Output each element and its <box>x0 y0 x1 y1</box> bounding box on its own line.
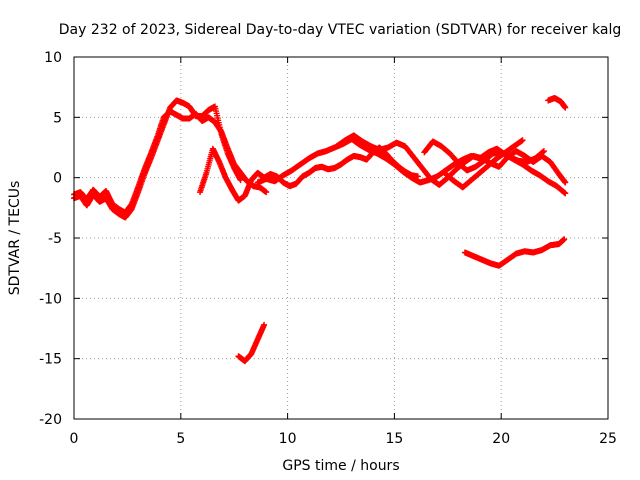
data-point <box>562 104 569 111</box>
data-point <box>261 321 268 328</box>
x-tick-label: 0 <box>70 431 79 447</box>
data-point <box>562 190 569 197</box>
y-tick-label: 5 <box>53 110 62 126</box>
y-tick-label: -10 <box>39 291 62 307</box>
grid-lines <box>74 57 608 419</box>
data-point <box>519 137 526 144</box>
y-tick-label: 10 <box>44 50 62 66</box>
x-axis-label: GPS time / hours <box>282 458 399 474</box>
axis-ticks <box>73 56 609 420</box>
data-point <box>562 179 569 186</box>
series-arc-2 <box>71 97 244 221</box>
data-series <box>71 95 569 365</box>
x-tick-label: 25 <box>599 431 617 447</box>
data-point <box>561 236 568 243</box>
data-point <box>263 189 270 196</box>
chart-title: Day 232 of 2023, Sidereal Day-to-day VTE… <box>59 22 621 38</box>
x-tick-label: 5 <box>176 431 185 447</box>
series-arc-4 <box>254 136 569 197</box>
x-tick-label: 20 <box>492 431 510 447</box>
series-arc-8 <box>461 236 568 269</box>
data-point <box>237 177 244 184</box>
series-arc-5 <box>333 132 569 188</box>
x-tick-label: 10 <box>279 431 297 447</box>
series-arc-7 <box>442 137 526 191</box>
y-tick-label: -20 <box>39 412 62 428</box>
x-tick-labels: 0 5 10 15 20 25 <box>70 431 617 447</box>
y-tick-label: 0 <box>53 171 62 187</box>
series-arc-9 <box>235 321 268 365</box>
data-point <box>540 148 547 155</box>
y-axis-label: SDTVAR / TECUs <box>7 181 23 296</box>
x-tick-label: 15 <box>385 431 403 447</box>
series-arc-10 <box>545 95 569 111</box>
y-tick-label: -15 <box>39 352 62 368</box>
y-tick-labels: 10 5 0 -5 -10 -15 -20 <box>39 50 62 428</box>
y-tick-label: -5 <box>48 231 62 247</box>
